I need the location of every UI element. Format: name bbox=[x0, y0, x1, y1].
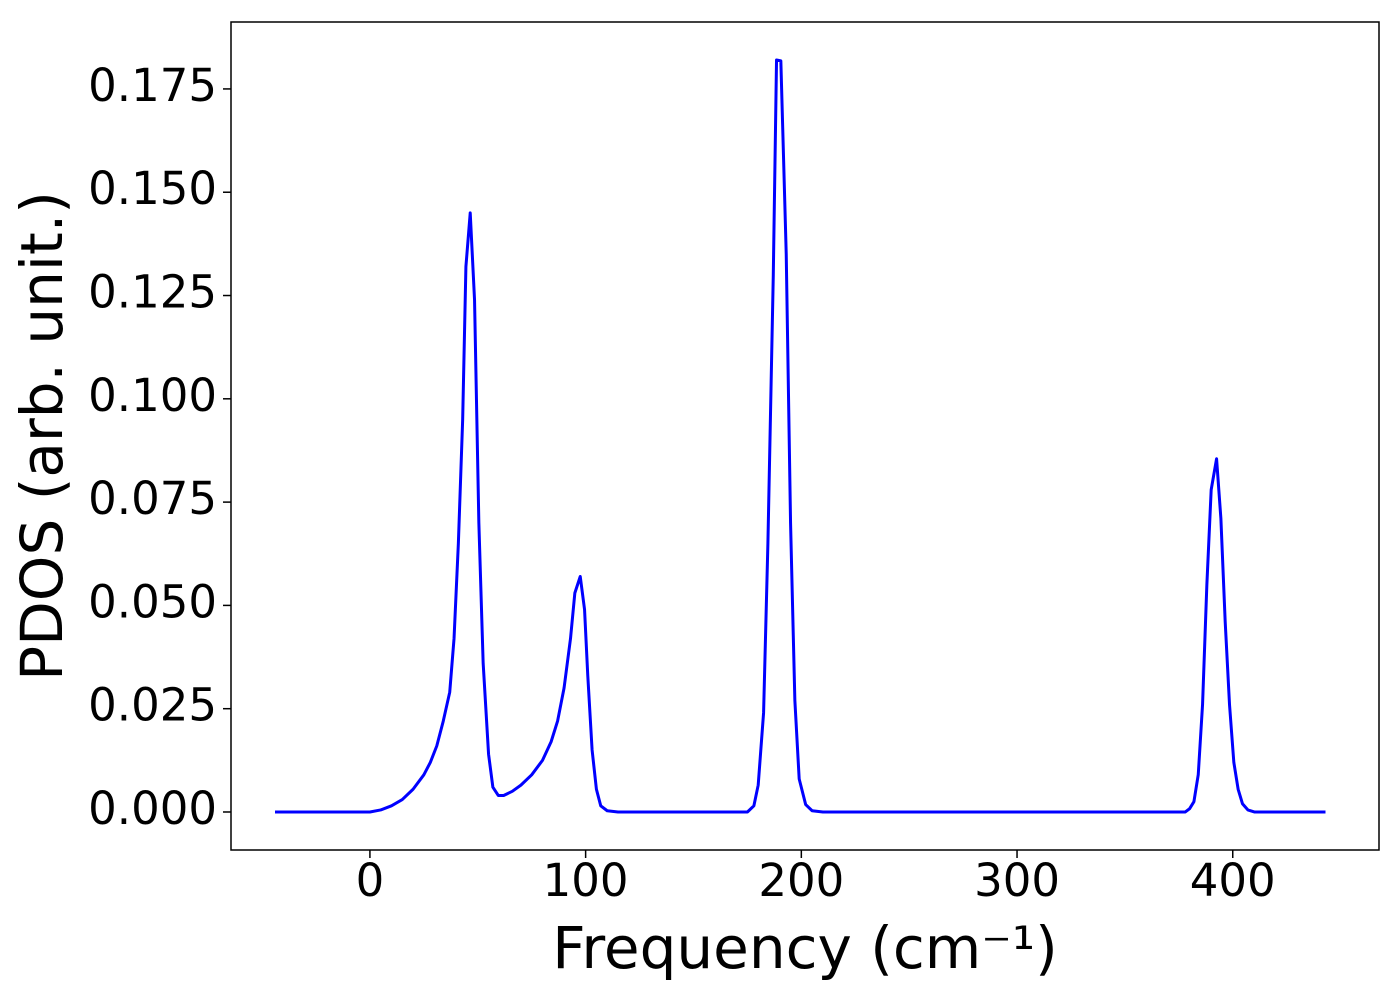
y-tick-label: 0.050 bbox=[88, 575, 217, 628]
plot-frame bbox=[230, 21, 1380, 851]
data-line bbox=[275, 58, 1326, 814]
y-tick-label: 0.175 bbox=[88, 59, 217, 112]
y-tick-label: 0.025 bbox=[88, 679, 217, 732]
x-tick-label: 100 bbox=[543, 854, 629, 907]
y-tick-label: 0.150 bbox=[88, 162, 217, 215]
x-tick-label: 300 bbox=[974, 854, 1060, 907]
y-tick-label: 0.100 bbox=[88, 369, 217, 422]
x-tick-label: 200 bbox=[758, 854, 844, 907]
y-axis-label: PDOS (arb. unit.) bbox=[8, 191, 76, 681]
x-axis-label: Frequency (cm⁻¹) bbox=[552, 914, 1058, 982]
x-tick-label: 0 bbox=[356, 854, 385, 907]
y-tick-label: 0.125 bbox=[88, 266, 217, 319]
x-tick-label: 400 bbox=[1190, 854, 1276, 907]
y-tick-label: 0.000 bbox=[88, 782, 217, 835]
y-tick-label: 0.075 bbox=[88, 472, 217, 525]
